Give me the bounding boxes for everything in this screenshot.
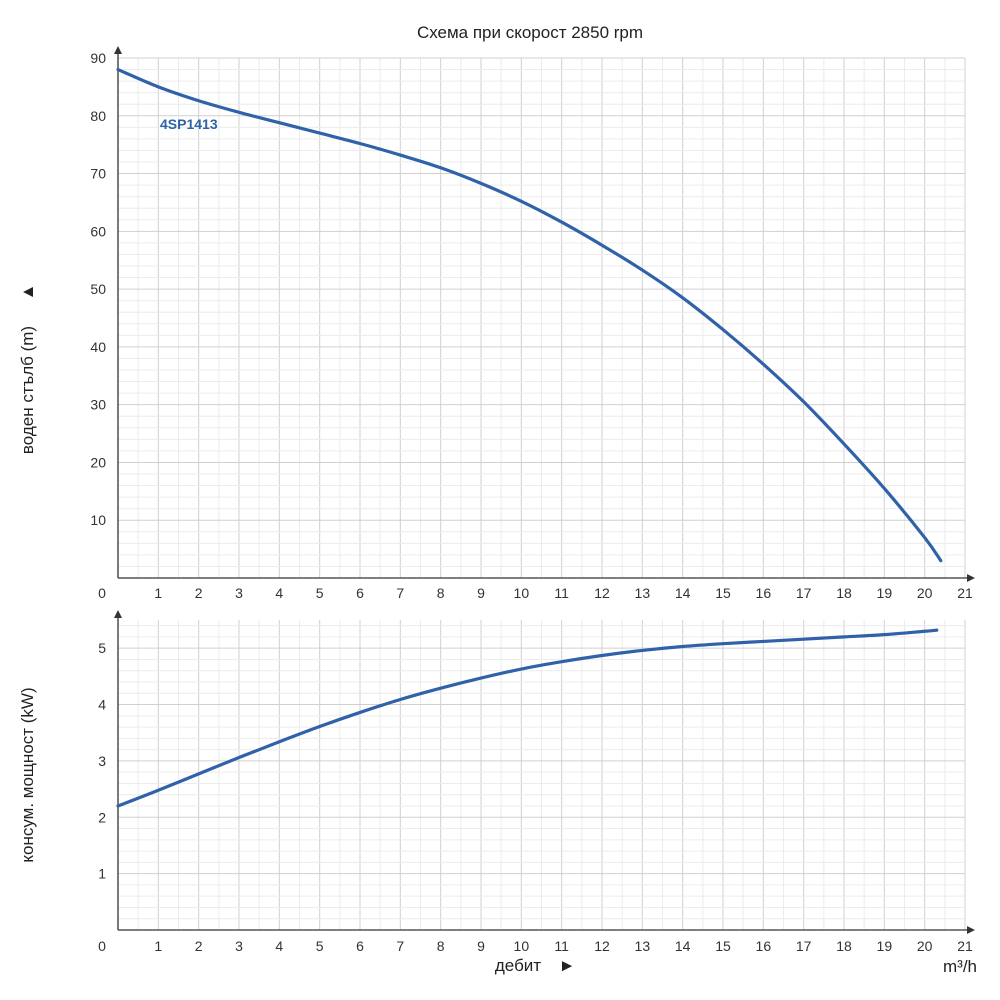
y-tick-label: 40 — [90, 339, 106, 355]
x-tick-label: 12 — [594, 585, 610, 601]
power-axis-title: консум. мощност (kW) — [18, 687, 37, 862]
y-axis-arrowhead — [114, 46, 122, 54]
x-tick-label: 9 — [477, 938, 485, 954]
x-tick-label: 5 — [316, 585, 324, 601]
x-tick-label: 0 — [98, 938, 106, 954]
x-tick-label: 13 — [635, 938, 651, 954]
x-tick-label: 18 — [836, 585, 852, 601]
x-tick-label: 7 — [396, 938, 404, 954]
x-axis-arrowhead — [967, 926, 975, 934]
x-tick-label: 15 — [715, 585, 731, 601]
x-tick-label: 3 — [235, 938, 243, 954]
chart-title: Схема при скорост 2850 rpm — [417, 23, 643, 42]
x-tick-label: 1 — [154, 938, 162, 954]
x-tick-label: 21 — [957, 938, 973, 954]
y-tick-label: 50 — [90, 281, 106, 297]
x-tick-label: 14 — [675, 585, 691, 601]
tick-labels: 0 1 2 3 4 5 6 7 8 9 10 11 12 13 14 15 16 17 18 19 20 21102030… — [90, 50, 973, 954]
flow-unit-label: m³/h — [943, 957, 977, 976]
x-tick-label: 11 — [554, 585, 569, 601]
x-tick-label: 21 — [957, 585, 973, 601]
head-axis-label: воден стълб (m) — [18, 326, 37, 454]
y-tick-label: 2 — [98, 809, 106, 825]
power-curve-line — [116, 628, 939, 808]
series-layer — [116, 67, 943, 808]
y-tick-label: 60 — [90, 223, 106, 239]
x-tick-label: 0 — [98, 585, 106, 601]
y-tick-label: 20 — [90, 454, 106, 470]
y-tick-label: 90 — [90, 50, 106, 66]
x-tick-label: 4 — [275, 938, 283, 954]
x-tick-label: 19 — [877, 585, 893, 601]
axes-layer — [114, 46, 975, 934]
x-axis-arrowhead — [967, 574, 975, 582]
x-tick-label: 16 — [756, 938, 772, 954]
y-tick-label: 3 — [98, 753, 106, 769]
x-tick-label: 17 — [796, 938, 812, 954]
x-tick-label: 13 — [635, 585, 651, 601]
x-tick-label: 2 — [195, 585, 203, 601]
x-tick-label: 11 — [554, 938, 569, 954]
x-tick-label: 17 — [796, 585, 812, 601]
head-axis-title: воден стълб (m) ▲ — [18, 284, 37, 455]
y-tick-label: 5 — [98, 640, 106, 656]
x-tick-label: 18 — [836, 938, 852, 954]
head-axis-arrow: ▲ — [18, 284, 37, 301]
x-tick-label: 8 — [437, 585, 445, 601]
x-tick-label: 10 — [514, 938, 530, 954]
series-label-4sp1413: 4SP1413 — [160, 116, 218, 132]
x-tick-label: 1 — [154, 585, 162, 601]
x-tick-label: 16 — [756, 585, 772, 601]
flow-axis-arrow: ► — [559, 956, 576, 975]
x-tick-label: 6 — [356, 585, 364, 601]
x-tick-label: 15 — [715, 938, 731, 954]
x-tick-label: 3 — [235, 585, 243, 601]
x-tick-label: 20 — [917, 585, 933, 601]
x-tick-label: 8 — [437, 938, 445, 954]
y-tick-label: 80 — [90, 108, 106, 124]
x-tick-label: 5 — [316, 938, 324, 954]
y-tick-label: 70 — [90, 166, 106, 182]
y-axis-arrowhead — [114, 610, 122, 618]
head-curve-line — [116, 67, 943, 563]
x-tick-label: 19 — [877, 938, 893, 954]
x-tick-label: 20 — [917, 938, 933, 954]
x-tick-label: 12 — [594, 938, 610, 954]
y-tick-label: 4 — [98, 697, 106, 713]
x-tick-label: 2 — [195, 938, 203, 954]
grid-layer — [117, 57, 966, 931]
flow-axis-title: дебит — [495, 956, 541, 975]
y-tick-label: 1 — [98, 866, 106, 882]
x-tick-label: 6 — [356, 938, 364, 954]
y-tick-label: 30 — [90, 397, 106, 413]
x-tick-label: 10 — [514, 585, 530, 601]
x-tick-label: 14 — [675, 938, 691, 954]
y-tick-label: 10 — [90, 512, 106, 528]
x-tick-label: 4 — [275, 585, 283, 601]
x-tick-label: 7 — [396, 585, 404, 601]
x-tick-label: 9 — [477, 585, 485, 601]
